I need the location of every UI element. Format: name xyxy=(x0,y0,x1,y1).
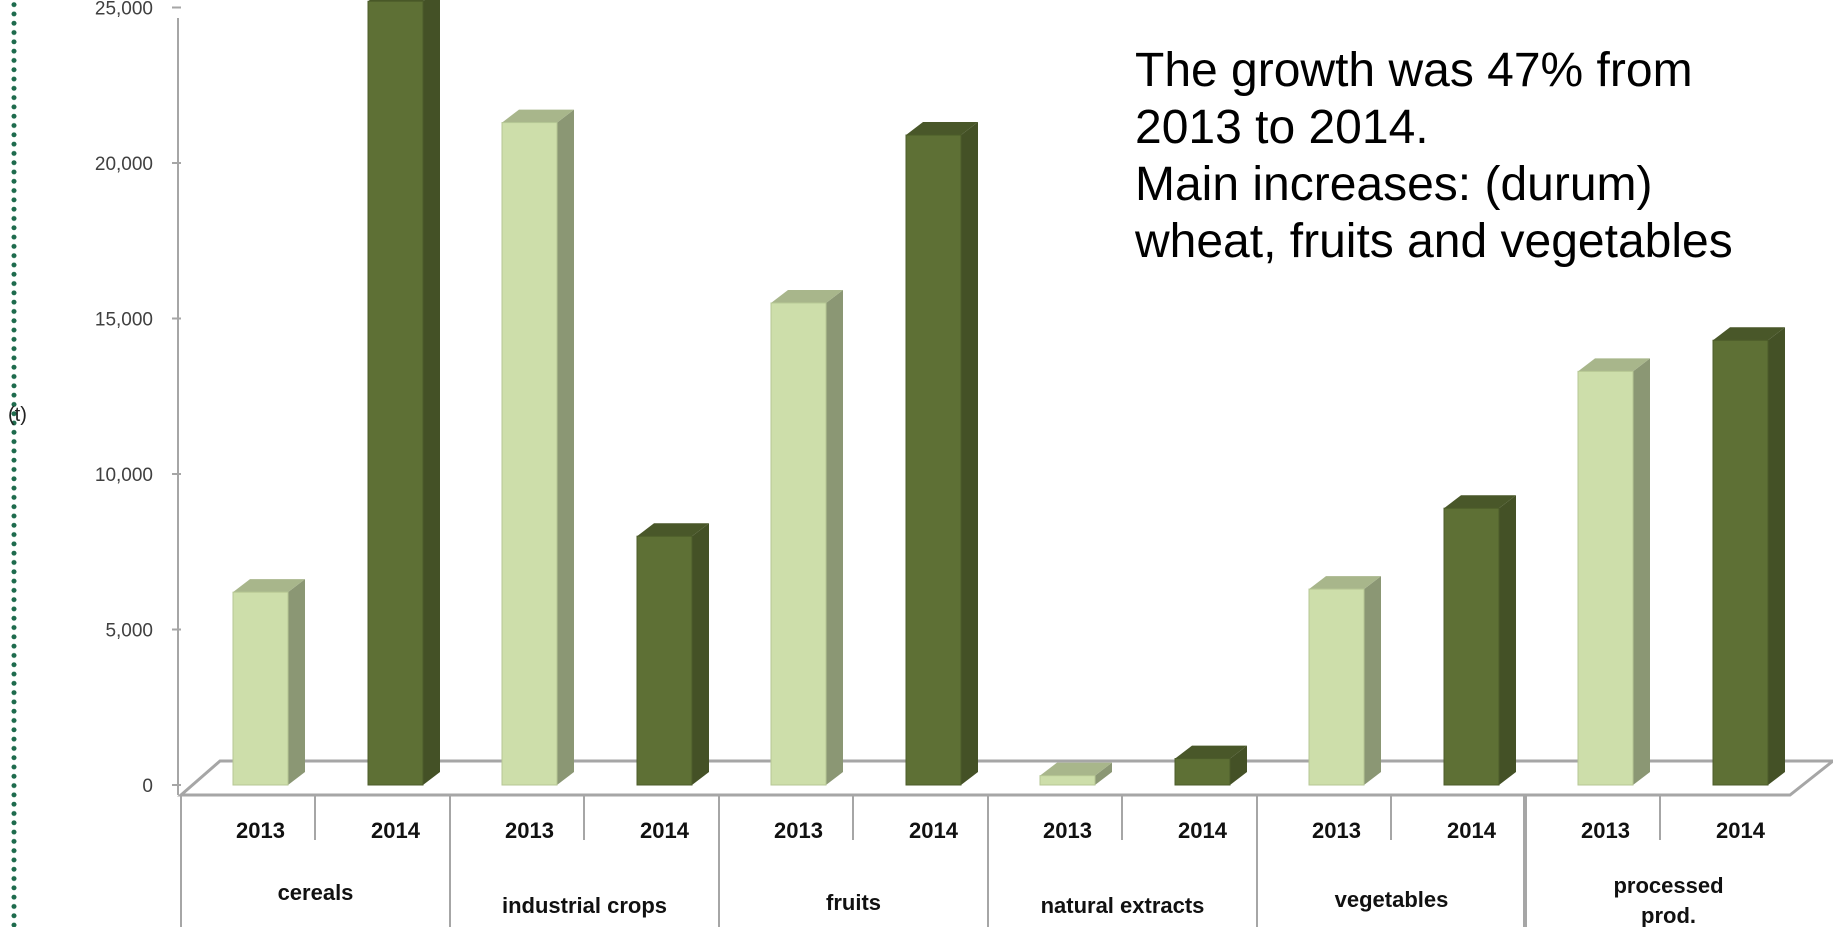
bar xyxy=(501,109,574,786)
bar-front xyxy=(1577,370,1634,786)
floor-plane xyxy=(176,759,1833,797)
year-tick-label: 2014 xyxy=(640,818,690,843)
chart-floor xyxy=(176,759,1833,797)
year-tick-label: 2014 xyxy=(909,818,959,843)
bar xyxy=(1039,762,1112,786)
bar-front xyxy=(770,302,827,786)
y-tick-label: 25,000 xyxy=(95,0,153,20)
bar-front xyxy=(905,134,962,786)
category-label: prod. xyxy=(1641,903,1696,927)
bar xyxy=(1712,327,1785,786)
bar-side xyxy=(557,109,574,785)
year-tick-label: 2013 xyxy=(774,818,823,843)
category-label: cereals xyxy=(278,880,354,905)
bar xyxy=(367,0,440,786)
y-axis-label: (t) xyxy=(8,404,27,426)
chart-annotation: The growth was 47% from 2013 to 2014. Ma… xyxy=(1135,42,1815,270)
category-label: natural extracts xyxy=(1041,893,1205,918)
x-axis: 2013 2014 cereals 2013 2014 industrial crops 2… xyxy=(180,795,1766,927)
y-tick-label: 10,000 xyxy=(95,465,153,486)
bar xyxy=(636,523,709,786)
year-tick-label: 2013 xyxy=(1581,818,1630,843)
year-tick-label: 2013 xyxy=(1312,818,1361,843)
bar-top xyxy=(771,289,843,303)
bar-top xyxy=(233,579,305,593)
dotted-border-decoration xyxy=(11,0,17,927)
bar-top xyxy=(906,122,978,136)
bar-side xyxy=(1499,495,1516,785)
bar xyxy=(905,122,978,786)
annotation-line: wheat, fruits and vegetables xyxy=(1135,215,1733,268)
bar-side xyxy=(961,122,978,785)
bar-side xyxy=(1095,762,1112,785)
y-tick-label: 20,000 xyxy=(95,154,153,175)
bar xyxy=(770,289,843,786)
y-tick-label: 0 xyxy=(142,776,153,797)
bar-top xyxy=(1175,745,1247,759)
year-tick-label: 2014 xyxy=(1447,818,1497,843)
category-label: processed xyxy=(1613,873,1723,898)
bar-front xyxy=(1712,339,1769,786)
year-tick-label: 2013 xyxy=(1043,818,1092,843)
bars xyxy=(232,0,1785,786)
bar-top xyxy=(1309,576,1381,590)
annotation-line: 2013 to 2014. xyxy=(1135,101,1429,154)
bar xyxy=(1443,495,1516,786)
bar-top xyxy=(637,523,709,537)
bar-front xyxy=(367,0,424,786)
category-label: fruits xyxy=(826,890,881,915)
bar-top xyxy=(1444,495,1516,509)
bar-side xyxy=(288,579,305,785)
bar-top xyxy=(1713,327,1785,341)
year-tick-label: 2014 xyxy=(371,818,421,843)
year-tick-label: 2014 xyxy=(1178,818,1228,843)
bar-top xyxy=(1040,762,1112,776)
annotation-line: Main increases: (durum) xyxy=(1135,158,1653,211)
year-tick-label: 2013 xyxy=(505,818,554,843)
y-tick-label: 5,000 xyxy=(105,621,153,642)
bar-front xyxy=(501,122,558,786)
bar-front xyxy=(1308,588,1365,786)
bar-front xyxy=(1039,775,1096,786)
bar-front xyxy=(232,591,289,786)
bar-side xyxy=(1768,327,1785,785)
bar-side xyxy=(692,523,709,785)
y-tick-label: 15,000 xyxy=(95,310,153,331)
bar-side xyxy=(1364,576,1381,785)
bar-front xyxy=(1443,507,1500,786)
bar-front xyxy=(636,535,693,786)
bar xyxy=(1308,576,1381,786)
bar-side xyxy=(1633,358,1650,785)
bar-side xyxy=(1230,745,1247,785)
y-axis: 0 5,000 10,000 15,000 20,000 25,000 xyxy=(95,0,181,797)
year-tick-label: 2013 xyxy=(236,818,285,843)
bar-side xyxy=(826,289,843,785)
bar-front xyxy=(1174,758,1231,786)
bar xyxy=(232,579,305,786)
bar-top xyxy=(502,109,574,123)
year-tick-label: 2014 xyxy=(1716,818,1766,843)
category-label: industrial crops xyxy=(502,893,667,918)
bar xyxy=(1174,745,1247,786)
bar-side xyxy=(423,0,440,785)
annotation-line: The growth was 47% from xyxy=(1135,44,1693,97)
bar-top xyxy=(1578,358,1650,372)
bar xyxy=(1577,358,1650,786)
category-label: vegetables xyxy=(1335,887,1449,912)
